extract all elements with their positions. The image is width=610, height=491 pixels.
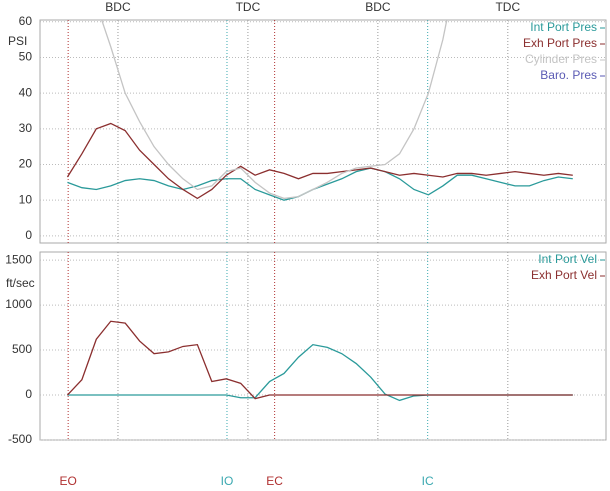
marker-label: BDC xyxy=(105,0,131,14)
marker-label: EO xyxy=(59,474,76,488)
marker-label: TDC xyxy=(495,0,520,14)
marker-label: TDC xyxy=(236,0,261,14)
y-axis-label: ft/sec xyxy=(6,276,35,290)
y-tick-label: 1500 xyxy=(5,252,32,266)
legend-label: Int Port Pres xyxy=(530,20,597,34)
legend-label: Exh Port Vel xyxy=(531,268,597,282)
plot-area xyxy=(66,20,573,201)
legend-label: Cylinder Pres xyxy=(525,52,597,66)
marker-label: EC xyxy=(266,474,283,488)
y-tick-label: 50 xyxy=(19,50,33,64)
y-tick-label: 0 xyxy=(25,228,32,242)
marker-label: BDC xyxy=(365,0,391,14)
series-line xyxy=(67,167,573,201)
y-tick-label: -500 xyxy=(8,432,32,446)
series-line xyxy=(66,320,573,400)
series-line xyxy=(101,20,448,200)
y-tick-label: 20 xyxy=(19,157,33,171)
panel-frame xyxy=(39,19,607,244)
legend-label: Exh Port Pres xyxy=(523,36,597,50)
legend-label: Baro. Pres xyxy=(540,68,597,82)
y-tick-label: 60 xyxy=(19,14,33,28)
legend-label: Int Port Vel xyxy=(538,252,597,266)
y-tick-label: 500 xyxy=(12,342,32,356)
y-tick-label: 1000 xyxy=(5,297,32,311)
series-line xyxy=(66,122,573,200)
y-tick-label: 40 xyxy=(19,85,33,99)
y-tick-label: 30 xyxy=(19,121,33,135)
y-axis-label: PSI xyxy=(8,34,27,48)
y-tick-label: 10 xyxy=(19,192,33,206)
marker-label: IC xyxy=(422,474,434,488)
series-line xyxy=(67,343,573,402)
y-tick-label: 0 xyxy=(25,387,32,401)
plot-area xyxy=(66,320,573,402)
marker-label: IO xyxy=(221,474,234,488)
